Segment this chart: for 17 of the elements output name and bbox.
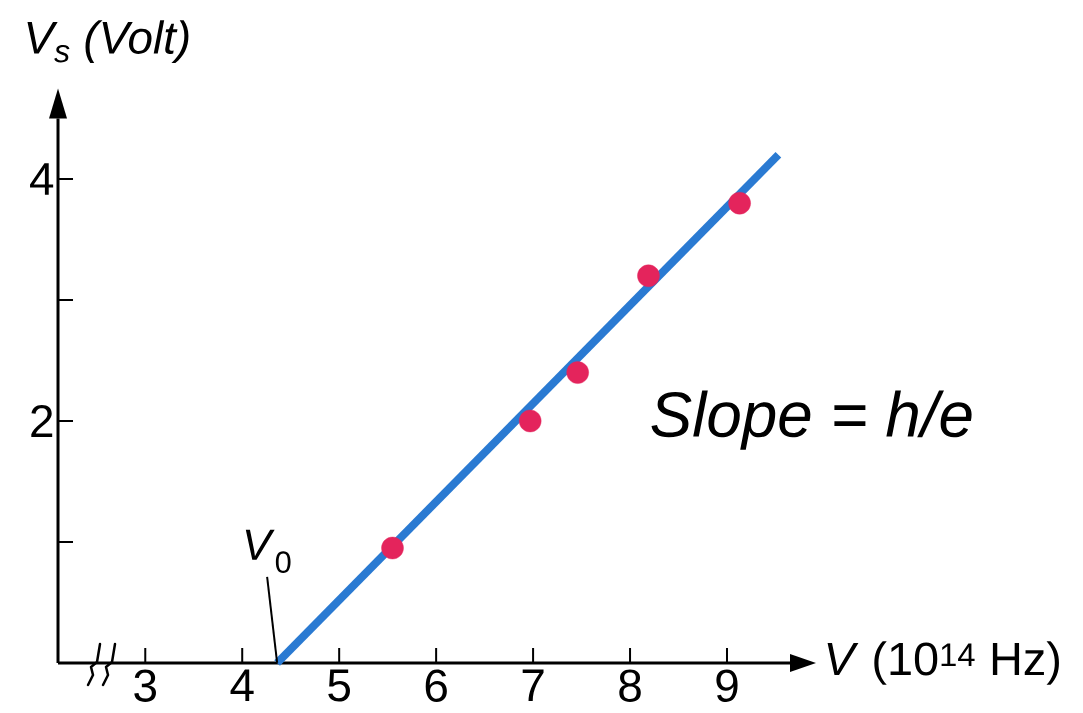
- point: [637, 264, 660, 287]
- x-tick-label: 3: [134, 669, 156, 702]
- y-axis-title: V$_{s}$ (Volt): [27, 20, 189, 63]
- point: [566, 361, 589, 384]
- x-tick-label: 5: [328, 669, 350, 702]
- point: [381, 536, 404, 560]
- annotation: V$_{0}$: [245, 529, 291, 573]
- point: [518, 409, 542, 433]
- point: [728, 191, 751, 215]
- x-tick-label: 6: [425, 669, 447, 702]
- x-tick-label: 4: [230, 669, 254, 702]
- annotation: Slope = h/e: [651, 390, 972, 450]
- x-tick-label: 8: [619, 669, 641, 702]
- x-axis-title: V (10$^{14}$ Hz): [827, 641, 1059, 685]
- y-tick-label: 2: [31, 404, 53, 437]
- x-tick-label: 7: [522, 669, 544, 702]
- x-tick-label: 9: [716, 669, 738, 702]
